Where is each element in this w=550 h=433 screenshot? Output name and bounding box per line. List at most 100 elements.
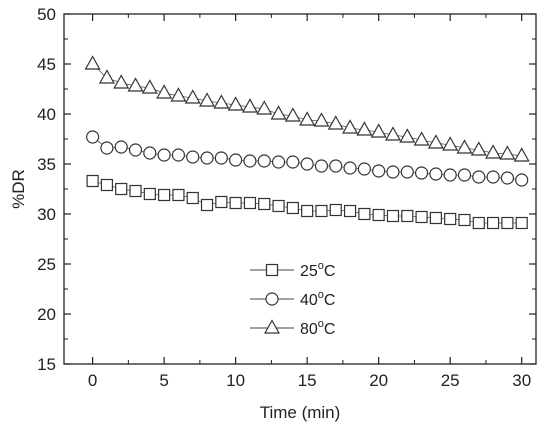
data-point-triangle (427, 134, 444, 149)
data-point-triangle (370, 123, 387, 138)
data-point-circle (443, 168, 457, 182)
data-point-square (258, 197, 271, 211)
data-point-triangle (384, 126, 401, 141)
data-point-square (444, 212, 457, 226)
legend-marker-circle (265, 292, 279, 306)
data-point-triangle (170, 87, 187, 102)
data-point-square (158, 188, 171, 202)
data-point-square (472, 216, 485, 230)
legend-value: 25 (300, 263, 318, 280)
data-point-triangle (399, 128, 416, 143)
legend-degree: o (318, 318, 324, 330)
legend-label: 25oC (300, 260, 335, 280)
data-point-triangle (184, 89, 201, 104)
data-point-circle (400, 165, 414, 179)
data-point-square (386, 209, 400, 223)
data-point-square (415, 210, 428, 224)
data-point-circle (300, 157, 314, 171)
data-point-square (186, 191, 199, 205)
legend-degree: o (318, 289, 324, 301)
y-tick-label: 35 (37, 155, 56, 174)
data-point-circle (329, 159, 343, 173)
x-tick-label: 10 (226, 371, 245, 390)
legend-label: 40oC (300, 289, 335, 309)
data-point-square (229, 196, 242, 210)
data-point-triangle (227, 96, 244, 111)
data-point-circle (386, 165, 400, 179)
data-point-square (215, 195, 228, 209)
legend-value: 40 (300, 292, 318, 309)
data-point-circle (314, 159, 329, 173)
legend-item: 40oC (250, 289, 335, 309)
data-point-circle (515, 173, 529, 187)
data-point-square (200, 198, 214, 212)
data-point-triangle (98, 69, 115, 84)
data-point-square (429, 211, 442, 225)
data-point-triangle (442, 136, 459, 151)
data-point-square (401, 209, 414, 223)
data-point-circle (100, 141, 114, 155)
data-point-circle (271, 155, 286, 169)
y-tick-label: 45 (37, 55, 56, 74)
data-point-circle (157, 148, 171, 162)
data-point-square (143, 187, 156, 201)
data-point-circle (500, 171, 514, 185)
legend-unit: C (324, 321, 336, 338)
y-axis-title: %DR (9, 169, 28, 209)
data-point-triangle (356, 121, 373, 136)
data-point-circle (414, 166, 429, 180)
legend-degree: o (318, 260, 324, 272)
data-point-square (329, 203, 342, 217)
data-point-circle (486, 170, 500, 184)
x-tick-label: 20 (369, 371, 388, 390)
data-point-triangle (213, 94, 230, 109)
data-point-triangle (270, 105, 287, 120)
x-tick-label: 30 (512, 371, 531, 390)
data-point-circle (343, 161, 357, 175)
data-point-circle (171, 148, 186, 162)
legend-item: 80oC (250, 318, 335, 338)
data-point-circle (472, 170, 486, 184)
data-point-triangle (199, 92, 216, 107)
data-point-square (372, 208, 385, 222)
series-circle (86, 130, 529, 187)
x-tick-label: 15 (298, 371, 317, 390)
data-point-square (301, 204, 314, 218)
x-axis-title: Time (min) (260, 403, 341, 422)
y-tick-label: 25 (37, 255, 56, 274)
data-point-square (172, 188, 185, 202)
data-point-square (286, 201, 299, 215)
x-tick-label: 25 (441, 371, 460, 390)
data-point-circle (114, 140, 128, 154)
data-point-square (243, 196, 257, 210)
data-point-triangle (485, 144, 502, 159)
series-square (86, 174, 528, 230)
legend-label: 80oC (300, 318, 335, 338)
data-point-triangle (256, 100, 273, 115)
data-point-triangle (327, 115, 344, 130)
data-point-square (129, 184, 142, 198)
legend-unit: C (324, 263, 336, 280)
x-tick-label: 0 (88, 371, 97, 390)
legend-marker-triangle (263, 319, 281, 334)
data-point-triangle (113, 74, 130, 89)
data-point-square (486, 216, 500, 230)
legend-value: 80 (300, 321, 318, 338)
data-point-circle (200, 151, 214, 165)
series-line (92, 63, 522, 157)
data-point-circle (257, 154, 271, 168)
data-point-square (100, 178, 114, 192)
legend-marker-square (265, 263, 279, 277)
data-point-triangle (284, 107, 301, 122)
data-point-triangle (513, 147, 530, 162)
y-tick-label: 20 (37, 305, 56, 324)
legend-unit: C (324, 292, 336, 309)
data-point-triangle (499, 145, 516, 160)
data-point-circle (86, 130, 100, 144)
data-point-triangle (127, 77, 144, 92)
data-point-triangle (456, 139, 473, 154)
data-point-triangle (342, 119, 359, 134)
y-tick-label: 50 (37, 5, 56, 24)
data-point-circle (457, 168, 472, 182)
data-point-circle (186, 150, 200, 164)
